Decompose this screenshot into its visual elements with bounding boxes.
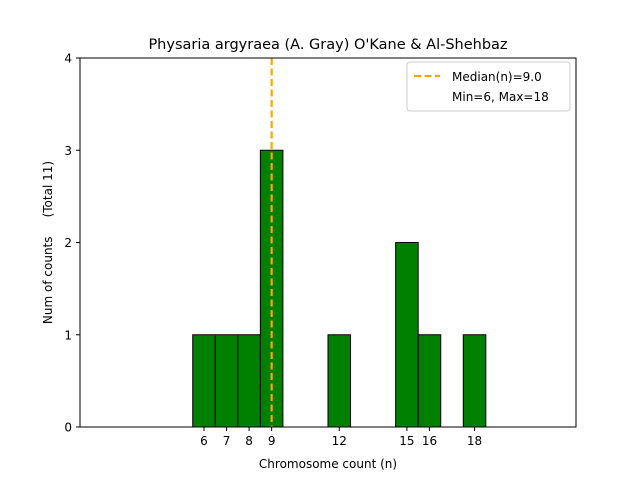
y-tick-label-1: 1 <box>64 328 72 342</box>
bar-15 <box>395 242 419 428</box>
legend: Median(n)=9.0 Min=6, Max=18 <box>406 61 571 112</box>
y-axis-label: Num of counts (Total 11) <box>41 161 55 324</box>
y-tick-label-2: 2 <box>64 236 72 250</box>
bar-6 <box>192 334 216 428</box>
x-tick-label-15: 15 <box>399 434 414 448</box>
x-tick-label-7: 7 <box>223 434 231 448</box>
legend-entry-median: Median(n)=9.0 <box>452 70 542 84</box>
bar-12 <box>327 334 352 428</box>
legend-box <box>406 61 571 112</box>
chart-title: Physaria argyraea (A. Gray) O'Kane & Al-… <box>148 37 507 53</box>
bar-18 <box>462 334 487 428</box>
bar-7 <box>214 334 239 428</box>
bar-16 <box>417 334 442 428</box>
bar-8 <box>237 334 261 428</box>
x-axis-label: Chromosome count (n) <box>259 457 397 471</box>
x-tick-label-9: 9 <box>268 434 276 448</box>
y-tick-label-4: 4 <box>64 52 72 66</box>
y-ticks: 0 1 2 3 4 <box>64 52 80 435</box>
x-tick-label-6: 6 <box>200 434 208 448</box>
x-tick-label-16: 16 <box>422 434 437 448</box>
x-ticks: 6 7 8 9 12 15 16 18 <box>200 427 482 448</box>
y-tick-label-3: 3 <box>64 144 72 158</box>
legend-entry-range: Min=6, Max=18 <box>452 90 549 104</box>
x-tick-label-18: 18 <box>467 434 482 448</box>
bars-group <box>192 149 487 428</box>
x-tick-label-12: 12 <box>332 434 347 448</box>
y-tick-label-0: 0 <box>64 421 72 435</box>
x-tick-label-8: 8 <box>245 434 253 448</box>
